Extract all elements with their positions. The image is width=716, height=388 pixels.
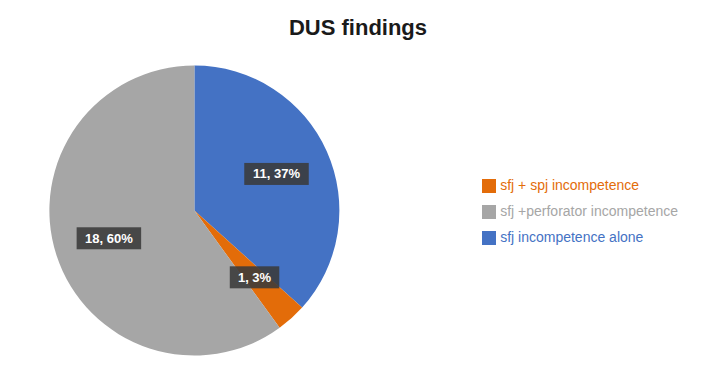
- html-text:sfj incompetence alone: sfj incompetence alone: [500, 228, 644, 245]
- html-text:sfj + spj incompetence: sfj + spj incompetence: [500, 176, 640, 193]
- svg-text:18, 60%: 18, 60%: [85, 231, 133, 246]
- html-text:DUS findings: DUS findings: [288, 15, 427, 40]
- html-text:sfj +perforator incompetence: sfj +perforator incompetence: [500, 202, 678, 219]
- svg-text:11, 37%: 11, 37%: [253, 166, 300, 181]
- svg-text:1, 3%: 1, 3%: [238, 270, 272, 285]
